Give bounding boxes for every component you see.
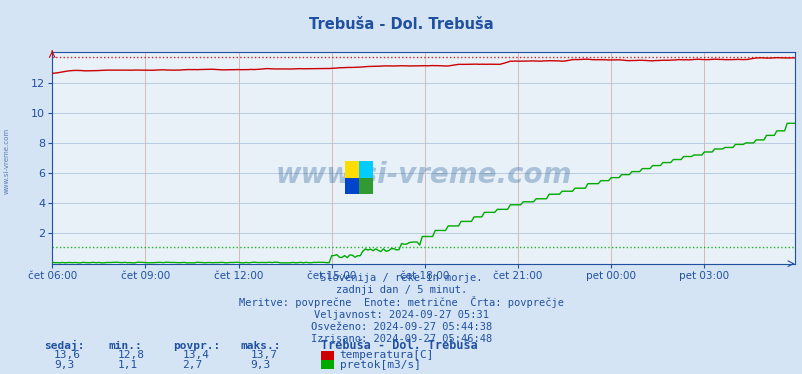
Text: pretok[m3/s]: pretok[m3/s] bbox=[339, 360, 420, 370]
Text: sedaj:: sedaj: bbox=[44, 340, 84, 352]
Text: povpr.:: povpr.: bbox=[172, 341, 220, 351]
Text: maks.:: maks.: bbox=[241, 341, 281, 351]
Text: Veljavnost: 2024-09-27 05:31: Veljavnost: 2024-09-27 05:31 bbox=[314, 310, 488, 319]
Text: 9,3: 9,3 bbox=[250, 360, 270, 370]
Text: Trebuša - Dol. Trebuša: Trebuša - Dol. Trebuša bbox=[309, 17, 493, 32]
Bar bbox=[359, 178, 373, 194]
Text: 1,1: 1,1 bbox=[118, 360, 138, 370]
Text: 13,4: 13,4 bbox=[182, 350, 209, 360]
Text: Izrisano: 2024-09-27 05:46:48: Izrisano: 2024-09-27 05:46:48 bbox=[310, 334, 492, 344]
Text: min.:: min.: bbox=[108, 341, 142, 351]
Text: zadnji dan / 5 minut.: zadnji dan / 5 minut. bbox=[335, 285, 467, 295]
Text: Osveženo: 2024-09-27 05:44:38: Osveženo: 2024-09-27 05:44:38 bbox=[310, 322, 492, 332]
Text: 13,6: 13,6 bbox=[54, 350, 81, 360]
Text: www.si-vreme.com: www.si-vreme.com bbox=[275, 161, 571, 189]
Text: www.si-vreme.com: www.si-vreme.com bbox=[3, 128, 10, 194]
Text: Meritve: povprečne  Enote: metrične  Črta: povprečje: Meritve: povprečne Enote: metrične Črta:… bbox=[239, 296, 563, 308]
Text: 9,3: 9,3 bbox=[54, 360, 74, 370]
Text: Trebuša - Dol. Trebuša: Trebuša - Dol. Trebuša bbox=[321, 340, 477, 352]
Text: 13,7: 13,7 bbox=[250, 350, 277, 360]
Text: 2,7: 2,7 bbox=[182, 360, 202, 370]
Text: temperatura[C]: temperatura[C] bbox=[339, 350, 434, 360]
Bar bbox=[359, 161, 373, 178]
Bar bbox=[345, 161, 359, 178]
Bar bbox=[345, 178, 359, 194]
Text: Slovenija / reke in morje.: Slovenija / reke in morje. bbox=[320, 273, 482, 282]
Text: 12,8: 12,8 bbox=[118, 350, 145, 360]
